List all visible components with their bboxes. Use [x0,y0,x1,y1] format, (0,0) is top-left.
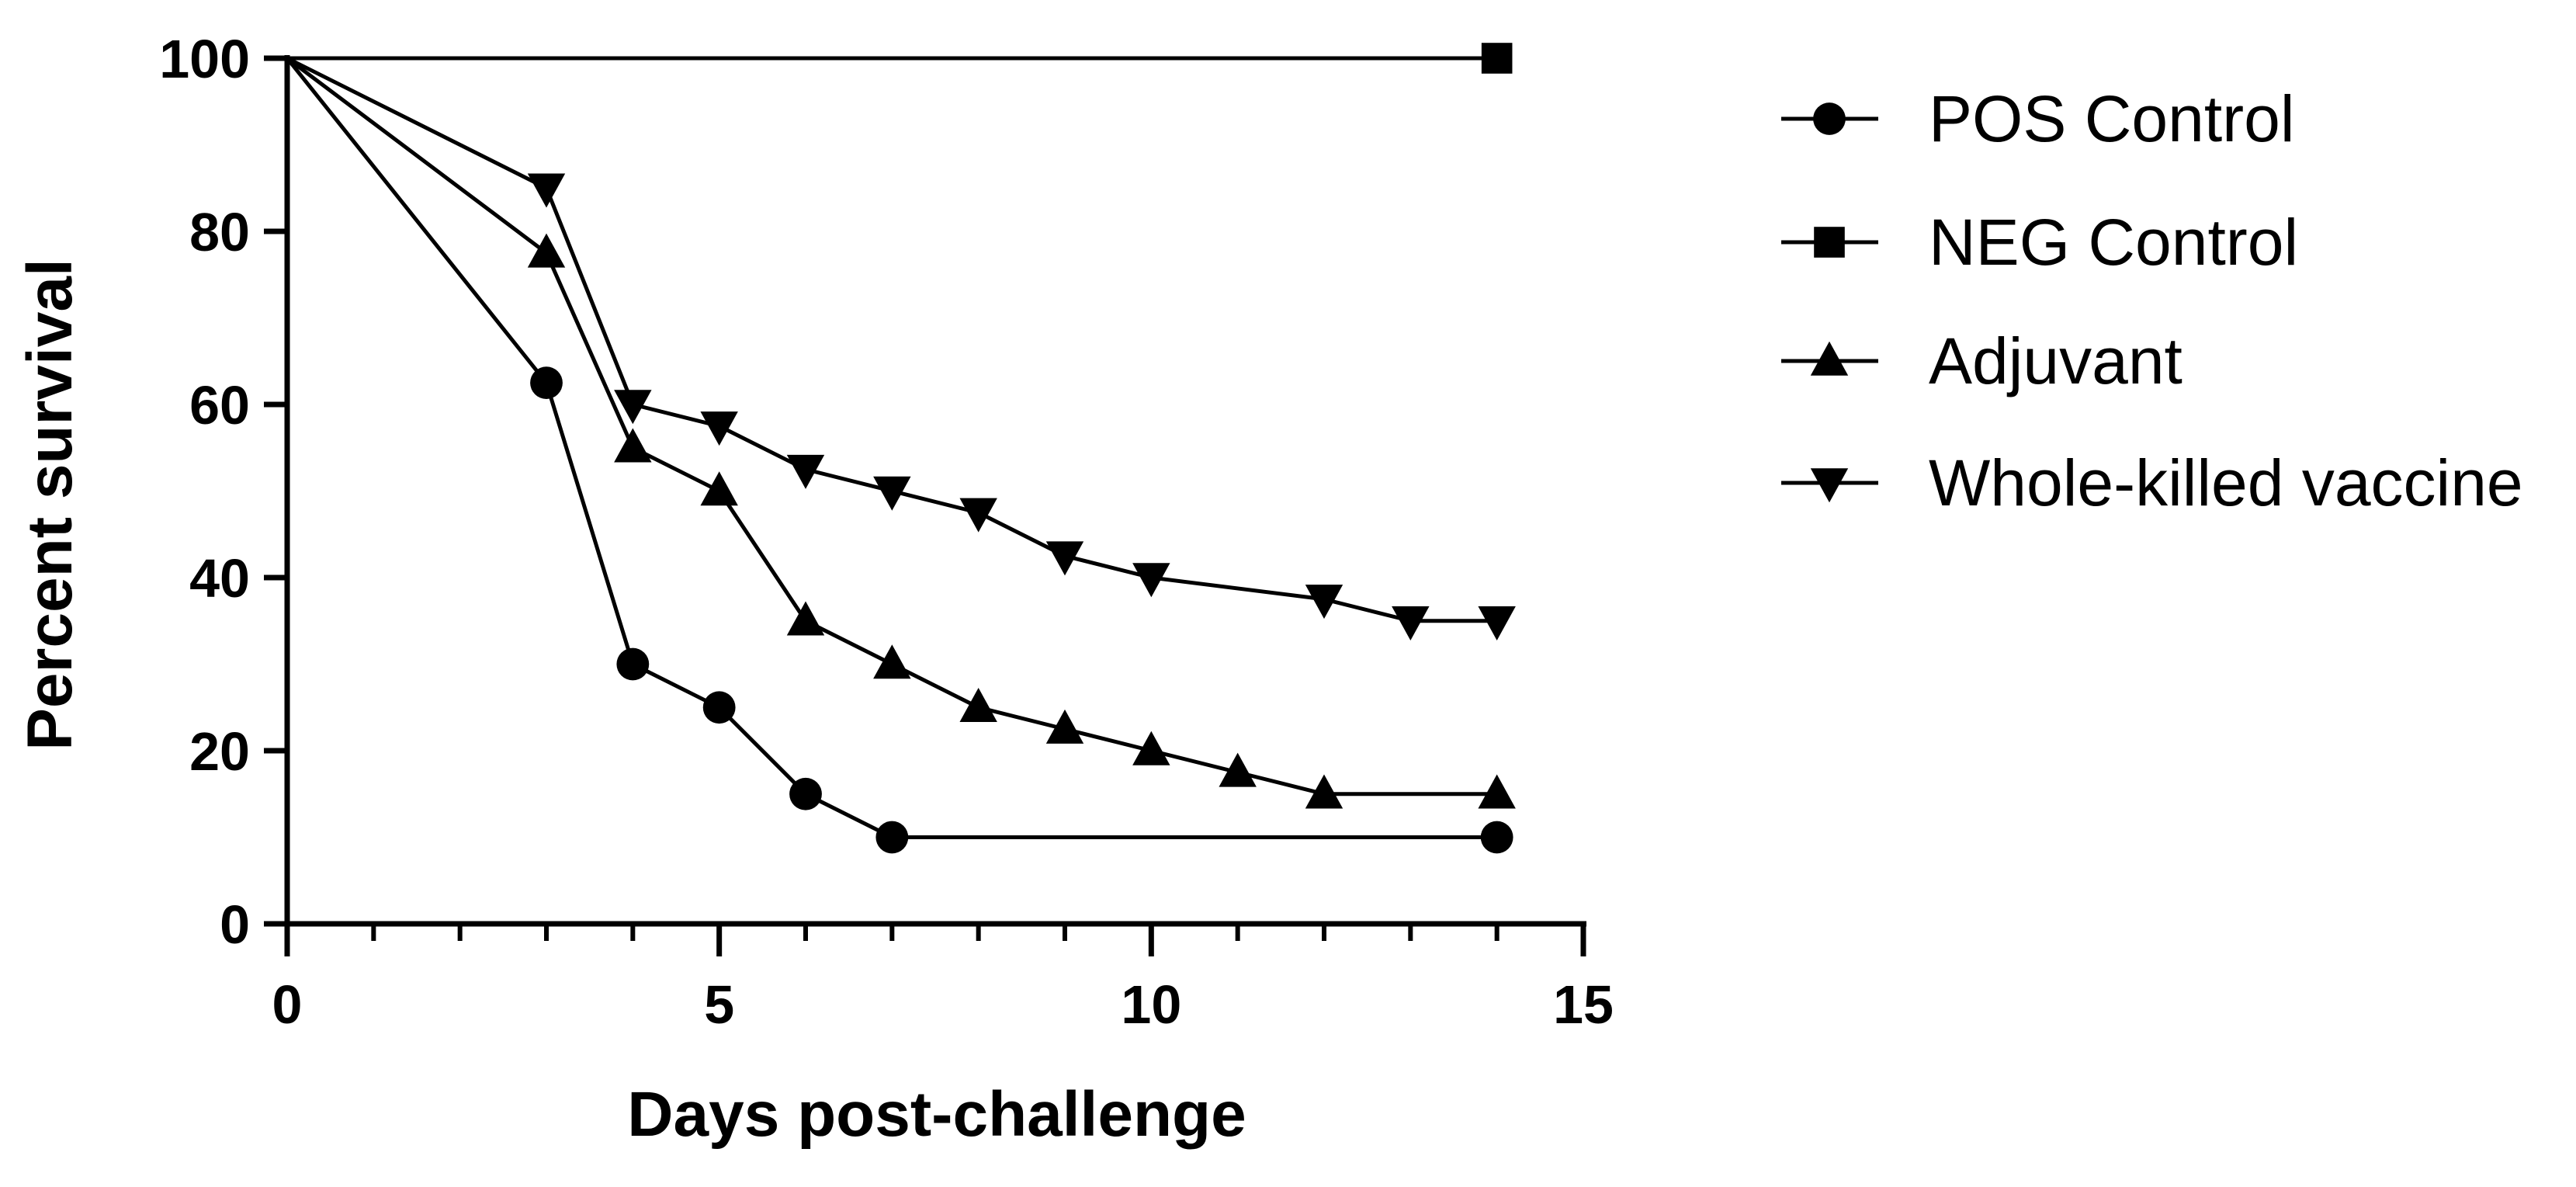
x-tick-label: 10 [1121,974,1181,1035]
data-point-adjuvant [1478,774,1516,809]
data-point-adjuvant [959,687,997,722]
data-point-whole-killed-vaccine [1478,606,1516,641]
series-line-whole-killed-vaccine [286,56,1497,623]
data-point-neg-control [1481,43,1513,74]
data-point-whole-killed-vaccine [527,173,566,208]
y-tick-label: 20 [189,721,250,782]
y-tick-label: 40 [189,548,250,609]
data-point-pos-control [1480,821,1513,854]
x-tick-label: 15 [1553,974,1614,1035]
legend-item-adjuvant: Adjuvant [1781,325,2182,397]
data-point-whole-killed-vaccine [786,454,825,489]
legend-item-whole-killed-vaccine: Whole-killed vaccine [1781,446,2523,519]
y-tick-label: 60 [189,375,250,436]
y-tick-label: 0 [220,894,250,955]
series-neg-control [287,43,1513,74]
data-point-adjuvant [873,644,911,679]
data-point-whole-killed-vaccine [614,390,652,425]
data-point-adjuvant [1045,709,1084,744]
data-point-pos-control [530,366,563,400]
series-pos-control [286,57,1513,854]
data-point-adjuvant [1219,752,1257,787]
data-point-whole-killed-vaccine [1045,541,1084,576]
legend-label-adjuvant: Adjuvant [1929,325,2182,397]
data-point-adjuvant [527,233,566,268]
x-tick-label: 5 [704,974,734,1035]
legend-marker-pos-control [1813,102,1846,135]
data-point-adjuvant [700,471,738,506]
series-adjuvant [286,57,1516,809]
data-point-pos-control [789,777,822,810]
legend-item-pos-control: POS Control [1781,82,2295,155]
data-point-adjuvant [614,428,652,463]
data-point-whole-killed-vaccine [959,498,997,533]
data-point-adjuvant [1132,731,1170,765]
legend-marker-neg-control [1814,227,1845,258]
legend-item-neg-control: NEG Control [1781,206,2298,279]
data-point-pos-control [702,691,736,724]
data-point-whole-killed-vaccine [700,411,738,446]
legend-label-whole-killed-vaccine: Whole-killed vaccine [1929,446,2523,519]
data-point-whole-killed-vaccine [1132,563,1170,598]
data-point-whole-killed-vaccine [1305,585,1343,620]
x-tick-label: 0 [272,974,303,1035]
series-group [286,43,1516,854]
axes: 0 20 40 60 80 100 0 5 10 15 [159,29,1614,1035]
series-line-pos-control [286,57,1497,839]
legend-marker-adjuvant [1810,341,1849,376]
series-whole-killed-vaccine [286,56,1516,641]
legend: POS Control NEG Control Adjuvant Whole-kill… [1781,82,2523,519]
data-point-whole-killed-vaccine [1392,606,1430,641]
data-point-adjuvant [1305,774,1343,809]
data-point-pos-control [875,821,909,854]
data-point-pos-control [616,647,650,681]
series-line-adjuvant [286,57,1497,797]
y-tick-label: 80 [189,202,250,262]
data-point-whole-killed-vaccine [873,476,911,511]
legend-marker-whole-killed-vaccine [1810,468,1849,503]
legend-label-neg-control: NEG Control [1929,206,2298,279]
x-axis-title: Days post-challenge [627,1079,1246,1150]
y-axis-title: Percent survival [15,259,85,751]
data-point-adjuvant [786,601,825,636]
legend-label-pos-control: POS Control [1929,82,2295,155]
y-tick-label: 100 [159,29,250,89]
